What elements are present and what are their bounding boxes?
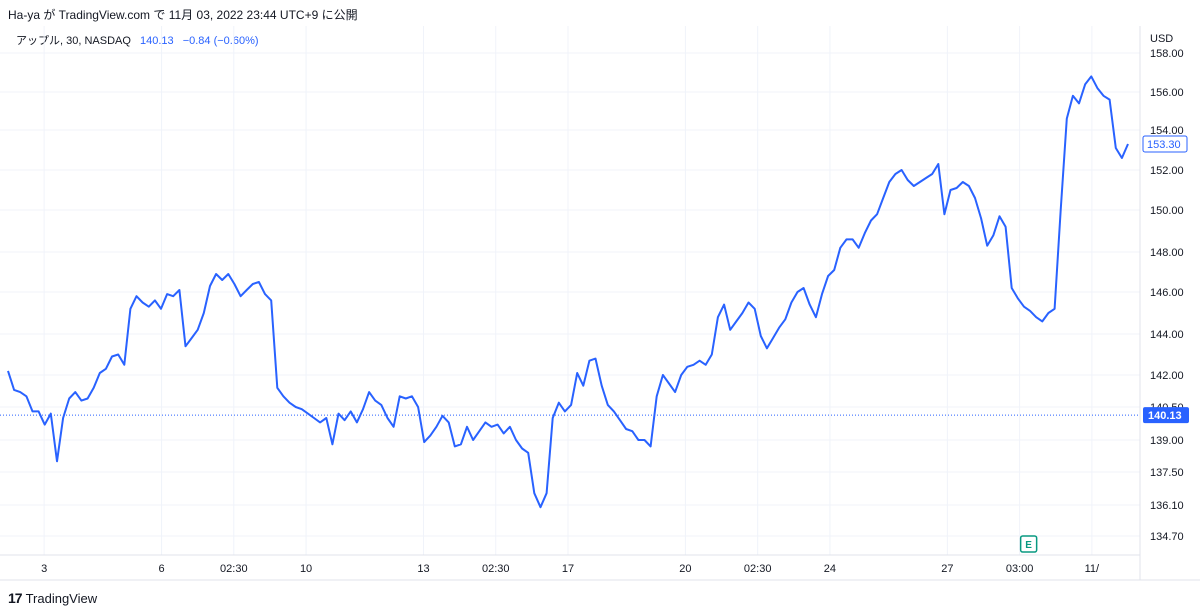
price-tick-label: 146.00 <box>1150 287 1184 299</box>
last-price-text: 153.30 <box>1147 139 1181 151</box>
time-tick-label: 03:00 <box>1006 563 1034 575</box>
earnings-icon: E <box>1025 540 1032 551</box>
time-tick-label: 24 <box>824 563 836 575</box>
time-tick-label: 02:30 <box>744 563 772 575</box>
time-tick-label: 3 <box>41 563 47 575</box>
brand-name: TradingView <box>25 590 98 606</box>
grid-lines <box>0 26 1140 555</box>
price-tick-label: 142.00 <box>1150 370 1184 382</box>
price-tick-label: 148.00 <box>1150 247 1184 259</box>
symbol-name: アップル, 30, NASDAQ <box>16 35 131 47</box>
time-tick-label: 02:30 <box>482 563 510 575</box>
earnings-marker[interactable]: E <box>1019 535 1038 553</box>
price-tick-label: 134.70 <box>1150 531 1184 543</box>
legend-change: −0.84 (−0.60%) <box>182 35 259 47</box>
time-tick-label: 13 <box>417 563 429 575</box>
legend-price: 140.13 <box>139 35 174 47</box>
price-tick-label: 150.00 <box>1150 205 1184 217</box>
time-axis[interactable]: 3 6 02:30 10 13 02:30 17 20 02:30 24 27 03:00 11/ <box>41 563 1100 575</box>
time-tick-label: 20 <box>679 563 691 575</box>
last-price-label: 153.30 <box>1142 135 1188 153</box>
price-tick-label: 136.10 <box>1150 500 1184 512</box>
time-tick-label: 6 <box>158 563 164 575</box>
attribution-header: Ha-ya が TradingView.com で 11月 03, 2022 2… <box>8 8 358 22</box>
tradingview-logo-icon: 17 <box>8 590 23 606</box>
price-tick-label: 152.00 <box>1150 165 1184 177</box>
price-series-line <box>7 75 1129 509</box>
time-tick-label: 17 <box>562 563 574 575</box>
price-tick-label: 139.00 <box>1150 435 1184 447</box>
footer-brand[interactable]: 17 TradingView <box>8 590 97 606</box>
time-tick-label: 11/ <box>1085 563 1100 575</box>
symbol-legend: アップル, 30, NASDAQ 140.13 −0.84 (−0.60%) <box>16 32 259 48</box>
price-tick-label: 137.50 <box>1150 467 1184 479</box>
earnings-badge <box>1019 535 1038 553</box>
price-tick-label: 144.00 <box>1150 329 1184 341</box>
time-tick-label: 10 <box>300 563 312 575</box>
price-tick-label: 156.00 <box>1150 87 1184 99</box>
time-tick-label: 02:30 <box>220 563 248 575</box>
price-axis[interactable]: 158.00 156.00 154.00 152.00 150.00 148.00 146.… <box>1150 48 1184 543</box>
current-price-label: 140.13 <box>1143 407 1189 424</box>
time-tick-label: 27 <box>941 563 953 575</box>
current-price-text: 140.13 <box>1148 410 1182 422</box>
price-tick-label: 154.00 <box>1150 125 1184 137</box>
currency-label: USD <box>1150 33 1173 45</box>
price-tick-label: 158.00 <box>1150 48 1184 60</box>
